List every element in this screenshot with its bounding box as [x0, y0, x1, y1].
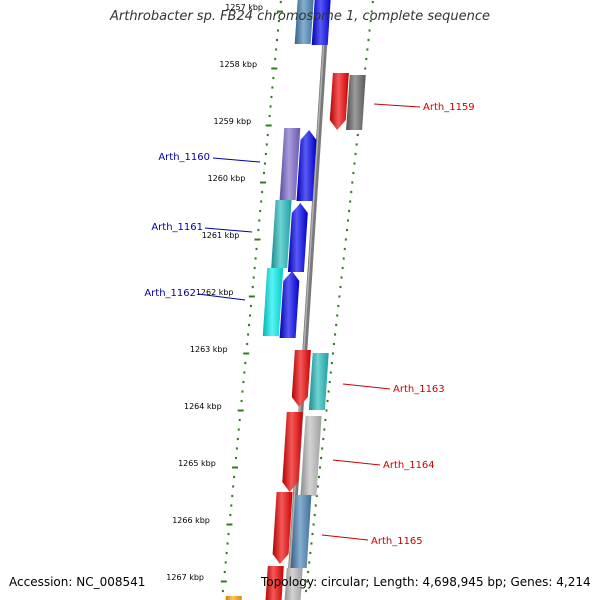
arth-1163a-feature: [291, 350, 311, 407]
arth-1165a-feature: [272, 492, 293, 564]
map-title: Arthrobacter sp. FB24 chromosome 1, comp…: [109, 9, 491, 24]
arth-1160-feature: [296, 130, 317, 201]
kbp-label: 1264 kbp: [184, 402, 222, 411]
arth-1164-label: Arth_1164: [383, 460, 435, 471]
arth-1160-leader: [212, 157, 261, 163]
arth-1163-feature: [308, 353, 329, 410]
arth-1159a-feature: [329, 73, 349, 130]
arth-1161-feature: [287, 203, 308, 272]
arth-1166a-feature: [265, 566, 284, 600]
accession-text: Accession: NC_008541: [9, 575, 146, 589]
gene-features: [225, 0, 366, 600]
arth-1161-label: Arth_1161: [151, 222, 203, 233]
arth-1159-label: Arth_1159: [423, 102, 475, 113]
kbp-label: 1262 kbp: [196, 288, 234, 297]
arth-1159-feature: [346, 75, 366, 130]
arth-1162-feature: [279, 271, 300, 338]
arth-1157a-feature: [294, 0, 314, 44]
kbp-label: 1258 kbp: [219, 60, 257, 69]
arth-1161a-feature: [271, 200, 292, 268]
topology-text: Topology: circular; Length: 4,698,945 bp…: [261, 575, 591, 589]
arth-1164a-feature: [282, 412, 303, 492]
arth-1160-label: Arth_1160: [158, 152, 210, 163]
arth-1162-label: Arth_1162: [144, 288, 196, 299]
arth-1165-feature: [290, 495, 312, 568]
kbp-label: 1257 kbp: [225, 3, 263, 12]
kbp-label: 1261 kbp: [202, 231, 240, 240]
arth-1162a-feature: [262, 268, 284, 336]
kbp-label: 1259 kbp: [213, 117, 251, 126]
arth-1157b-feature: [311, 0, 331, 45]
arth-1160a-feature: [279, 128, 301, 200]
arth-orange-feature: [225, 596, 242, 600]
arth-1165-leader: [321, 534, 369, 541]
kbp-label: 1266 kbp: [172, 516, 210, 525]
kbp-tick-labels: 1257 kbp 1258 kbp 1259 kbp 1260 kbp 1261 kbp…: [166, 3, 263, 582]
arth-1162-leader: [197, 293, 246, 301]
label-leader-lines: [197, 103, 421, 541]
arth-1161-leader: [204, 227, 253, 233]
kbp-label: 1260 kbp: [208, 174, 246, 183]
arth-1165-label: Arth_1165: [371, 536, 423, 547]
arth-1164b-feature: [300, 416, 322, 496]
arth-1164-leader: [332, 459, 381, 466]
kbp-label: 1267 kbp: [166, 573, 204, 582]
kbp-label: 1263 kbp: [190, 345, 228, 354]
arth-1166b-feature: [284, 568, 303, 600]
backbone-highlight: [286, 0, 328, 600]
arth-1159-leader: [373, 103, 421, 108]
gene-labels: Arth_1159 Arth_1160 Arth_1161 Arth_1162 Arth…: [144, 102, 474, 547]
arth-1163-label: Arth_1163: [393, 384, 445, 395]
kbp-label: 1265 kbp: [178, 459, 216, 468]
arth-1163-leader: [342, 383, 391, 390]
left-tick-track: [220, 0, 283, 593]
